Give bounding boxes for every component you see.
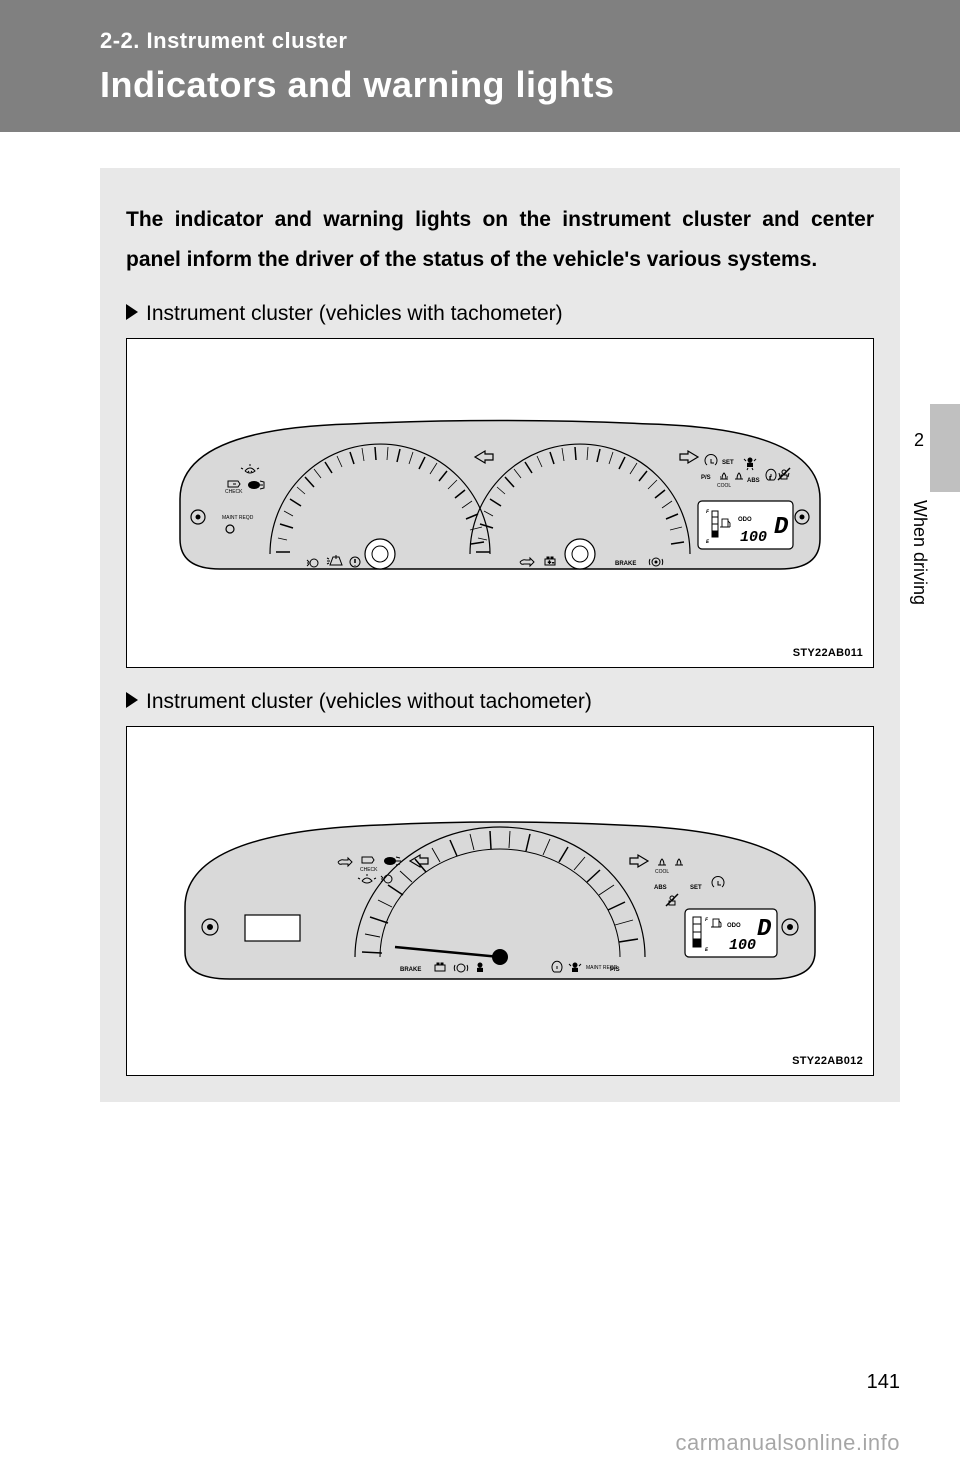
page-number: 141 (867, 1371, 900, 1394)
figure-1-id: STY22AB011 (793, 647, 863, 659)
chapter-number: 2 (914, 430, 924, 451)
svg-text:P/S: P/S (701, 475, 711, 481)
svg-text:P/S: P/S (610, 967, 620, 973)
subheading-2-text: Instrument cluster (vehicles without tac… (146, 690, 592, 714)
svg-text:D: D (774, 514, 789, 541)
subheading-2: Instrument cluster (vehicles without tac… (126, 690, 874, 714)
cluster-without-tach: CHECK COOL ABS SET BRAKE (150, 807, 850, 1007)
svg-text:!: ! (770, 475, 771, 480)
intro-paragraph: The indicator and warning lights on the … (126, 200, 874, 280)
side-tab (930, 404, 960, 492)
page-header: 2-2. Instrument cluster Indicators and w… (0, 0, 960, 132)
cluster-with-tach: CHECK MAINT REQD (150, 409, 850, 599)
svg-text:COOL: COOL (655, 869, 669, 875)
figure-2-id: STY22AB012 (792, 1055, 863, 1067)
content-panel: The indicator and warning lights on the … (100, 168, 900, 1102)
svg-text:100: 100 (729, 937, 756, 954)
triangle-right-icon (126, 302, 140, 326)
triangle-right-icon (126, 690, 140, 714)
svg-text:SET: SET (690, 885, 702, 891)
svg-text:D: D (757, 916, 772, 943)
svg-text:SET: SET (722, 460, 734, 466)
subheading-1-text: Instrument cluster (vehicles with tachom… (146, 302, 563, 326)
svg-text:100: 100 (740, 529, 767, 546)
svg-text:MAINT REQD: MAINT REQD (222, 515, 254, 521)
svg-text:ODO: ODO (727, 923, 741, 929)
svg-text:COOL: COOL (717, 483, 731, 489)
figure-1: CHECK MAINT REQD (126, 338, 874, 668)
svg-text:BRAKE: BRAKE (615, 561, 636, 567)
page-title: Indicators and warning lights (100, 64, 960, 106)
svg-text:ODO: ODO (738, 517, 752, 523)
svg-text:+ -: + - (548, 560, 554, 566)
svg-text:CHECK: CHECK (225, 489, 243, 495)
figure-2: CHECK COOL ABS SET BRAKE (126, 726, 874, 1076)
svg-text:ABS: ABS (747, 478, 760, 484)
watermark: carmanualsonline.info (675, 1430, 900, 1456)
svg-text:ABS: ABS (654, 885, 667, 891)
svg-text:BRAKE: BRAKE (400, 967, 421, 973)
svg-text:CHECK: CHECK (360, 867, 378, 873)
subheading-1: Instrument cluster (vehicles with tachom… (126, 302, 874, 326)
side-section-label: When driving (909, 500, 930, 605)
section-label: 2-2. Instrument cluster (100, 28, 960, 54)
